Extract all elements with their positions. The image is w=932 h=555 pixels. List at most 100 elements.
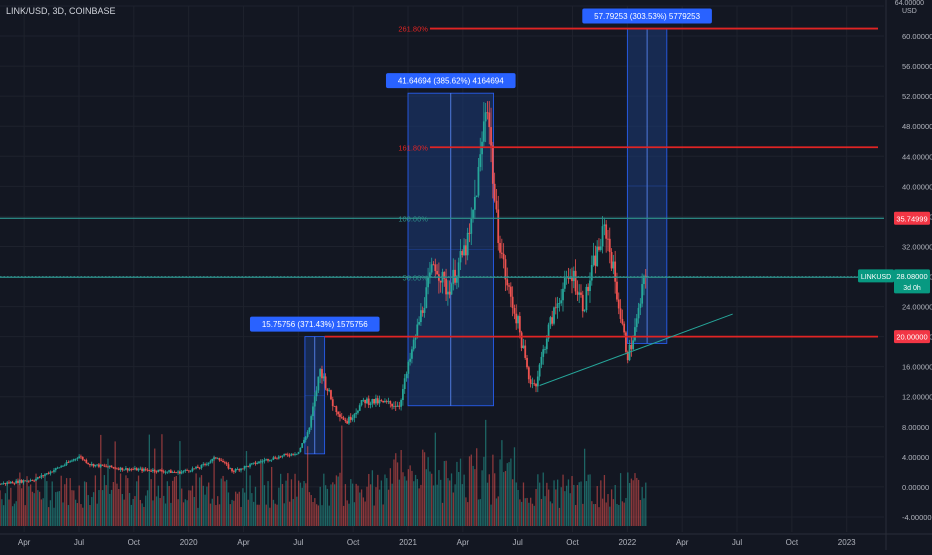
volume-bar (371, 470, 374, 526)
volume-bar (305, 483, 307, 526)
x-tick-label: 2020 (180, 538, 198, 547)
candle-body (324, 376, 327, 389)
volume-bar (542, 472, 544, 526)
volume-bar (607, 494, 609, 526)
volume-bar (610, 489, 613, 526)
candle-body (26, 480, 28, 482)
volume-bar (458, 472, 460, 526)
volume-bar (578, 482, 580, 526)
candle-body (416, 324, 419, 338)
candle-body (585, 286, 588, 311)
volume-bar (67, 505, 70, 526)
volume-bar (199, 477, 201, 526)
candle-body (87, 462, 90, 465)
volume-bar (404, 476, 406, 526)
volume-bar (297, 480, 300, 526)
x-tick-label: Apr (457, 538, 470, 547)
candle-body (213, 457, 215, 459)
candle-body (418, 322, 420, 325)
volume-bar (582, 503, 584, 526)
volume-bar (226, 479, 228, 526)
volume-bar (137, 475, 140, 526)
volume-bar (380, 480, 383, 526)
volume-bar (324, 485, 327, 526)
volume-bar (80, 504, 82, 526)
volume-bar (609, 506, 611, 526)
volume-bar (244, 492, 246, 526)
candle-body (38, 477, 41, 478)
volume-bar (623, 502, 625, 526)
price-tag-bg (894, 269, 930, 294)
volume-bar (549, 501, 552, 526)
volume-bar (177, 499, 179, 526)
volume-bar (510, 458, 512, 526)
candle-body (146, 469, 149, 471)
volume-bar (465, 497, 467, 526)
volume-bar (574, 504, 577, 526)
volume-bar (351, 483, 354, 526)
candle-body (482, 121, 485, 142)
candle-body (166, 471, 169, 473)
candle-body (155, 471, 158, 473)
candle-body (153, 469, 156, 472)
candle-body (121, 467, 124, 471)
candle-body (428, 272, 431, 278)
candle-body (117, 468, 120, 470)
volume-bar (630, 478, 633, 526)
candle-body (175, 472, 178, 474)
candle-body (529, 379, 532, 384)
volume-bar (409, 465, 411, 526)
candle-body (328, 390, 331, 391)
candle-body (448, 291, 451, 295)
axis-unit-top: 64.00000 (894, 0, 924, 7)
candle-body (60, 466, 63, 468)
volume-bar (206, 486, 208, 526)
volume-bar (560, 487, 562, 526)
candle-body (6, 482, 9, 484)
candle-body (62, 465, 64, 467)
volume-bar (619, 473, 622, 526)
volume-bar (82, 507, 84, 526)
candle-body (479, 154, 482, 167)
volume-bar (47, 507, 50, 526)
volume-bar (134, 496, 136, 526)
volume-bar (362, 497, 365, 526)
candle-body (272, 457, 275, 460)
fib-level-label: 161.80% (398, 143, 428, 152)
candle-body (189, 470, 192, 472)
y-tick-label: 32.00000 (902, 242, 932, 251)
candle-body (169, 470, 172, 473)
volume-bar (567, 479, 570, 526)
candle-body (24, 480, 27, 482)
candle-body (637, 307, 640, 319)
candle-body (301, 443, 304, 448)
candle-body (227, 464, 230, 469)
candle-body (238, 469, 241, 471)
volume-bar (598, 507, 600, 526)
volume-bar (31, 491, 34, 526)
volume-bar (477, 499, 480, 526)
volume-bar (287, 473, 289, 526)
y-tick-label: -4.00000 (902, 513, 932, 522)
candle-body (455, 276, 458, 283)
candle-body (160, 470, 163, 472)
volume-bar (625, 497, 627, 526)
candle-body (225, 462, 228, 465)
candle-body (63, 464, 66, 466)
candle-body (362, 399, 365, 401)
volume-bar (28, 486, 30, 526)
candle-body (123, 469, 126, 471)
volume-bar (46, 481, 48, 526)
candle-body (216, 458, 219, 460)
candle-body (110, 465, 113, 468)
candle-body (330, 390, 332, 400)
candle-body (295, 453, 298, 455)
candle-body (308, 427, 311, 433)
volume-bar (245, 451, 248, 526)
volume-bar (418, 488, 420, 526)
candle-body (500, 252, 503, 254)
volume-bar (269, 507, 271, 526)
volume-bar (179, 441, 181, 526)
